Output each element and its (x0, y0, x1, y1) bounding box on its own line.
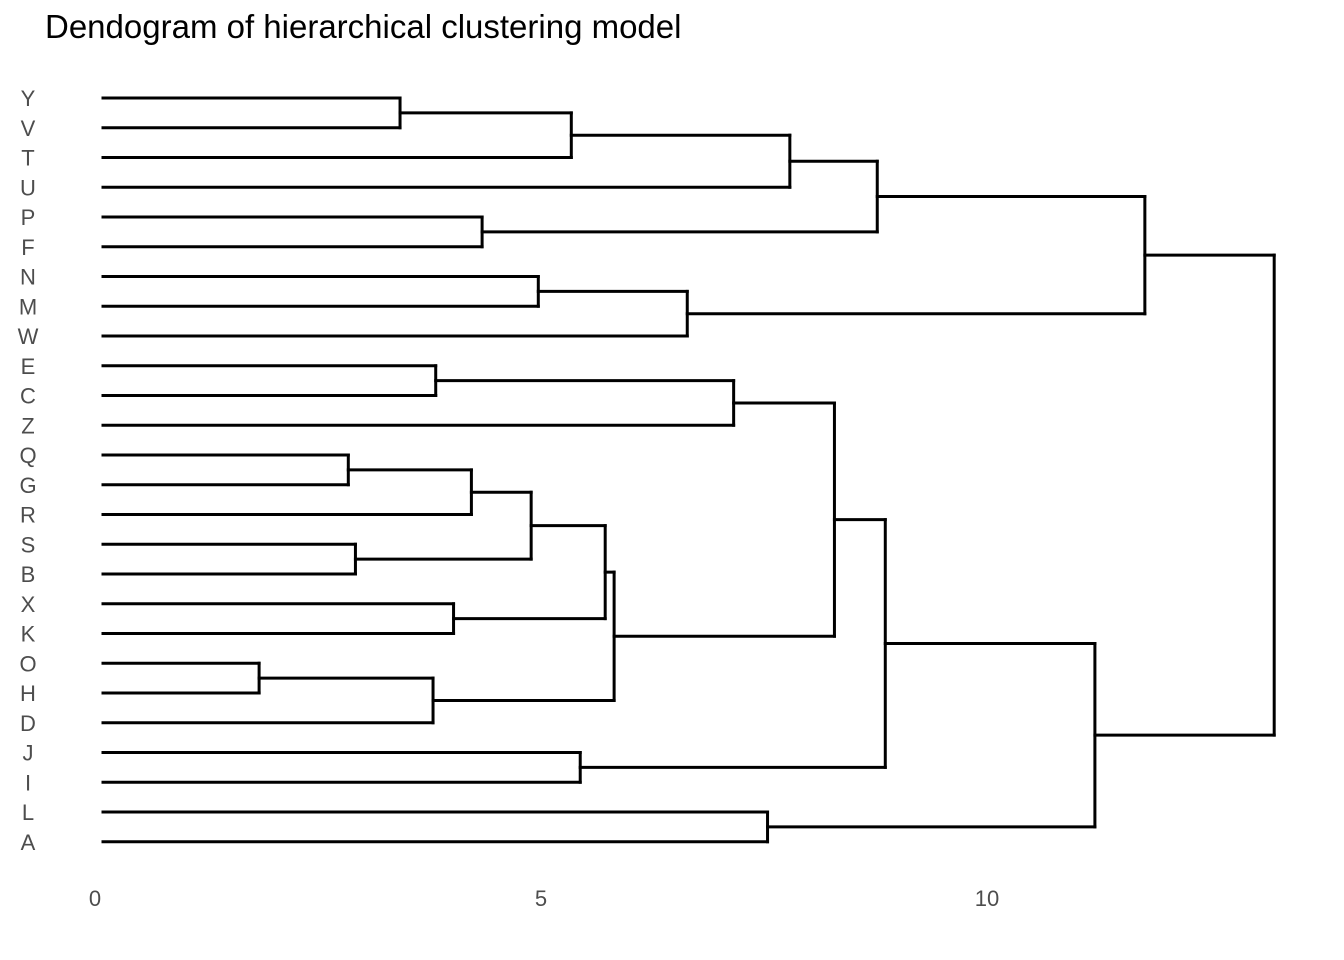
leaf-label-m: M (19, 294, 37, 319)
leaf-label-q: Q (19, 443, 36, 468)
x-tick-label-5: 5 (535, 886, 547, 911)
leaf-label-z: Z (21, 413, 34, 438)
leaf-label-o: O (19, 651, 36, 676)
dendrogram-branches (101, 96, 1276, 844)
leaf-label-r: R (20, 503, 36, 528)
leaf-label-x: X (21, 592, 36, 617)
leaf-label-y: Y (21, 86, 36, 111)
leaf-label-n: N (20, 265, 36, 290)
leaf-label-t: T (21, 146, 34, 171)
leaf-label-c: C (20, 384, 36, 409)
x-axis-tick-labels: 0 5 10 (89, 886, 999, 911)
leaf-label-f: F (21, 235, 34, 260)
leaf-label-e: E (21, 354, 36, 379)
leaf-label-b: B (21, 562, 36, 587)
x-tick-label-0: 0 (89, 886, 101, 911)
x-tick-label-10: 10 (975, 886, 999, 911)
leaf-label-p: P (21, 205, 36, 230)
leaf-label-w: W (18, 324, 39, 349)
leaf-label-u: U (20, 175, 36, 200)
chart-title: Dendogram of hierarchical clustering mod… (45, 8, 682, 45)
leaf-label-i: I (25, 770, 31, 795)
leaf-label-s: S (21, 532, 36, 557)
leaf-label-a: A (21, 830, 36, 855)
leaf-label-l: L (22, 800, 34, 825)
leaf-label-d: D (20, 711, 36, 736)
leaf-label-v: V (21, 116, 36, 141)
leaf-label-h: H (20, 681, 36, 706)
leaf-label-j: J (23, 741, 34, 766)
leaf-label-k: K (21, 622, 36, 647)
leaf-label-g: G (19, 473, 36, 498)
